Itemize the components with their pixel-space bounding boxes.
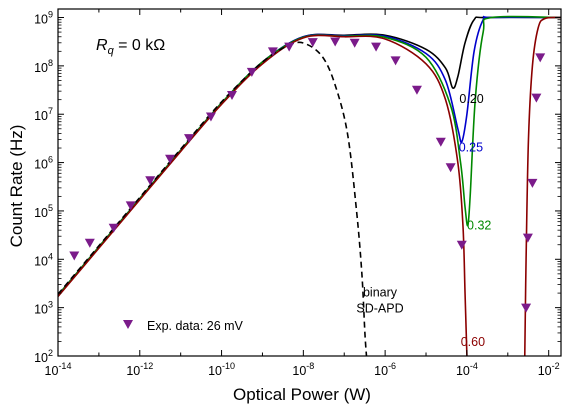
- x-tick-label-0: 10-14: [45, 361, 72, 378]
- exp-data-point-0: [69, 251, 80, 261]
- x-tick-label-1: 10-12: [126, 361, 153, 378]
- series-label-line-0: binary: [363, 286, 398, 300]
- exp-data-point-12: [307, 38, 318, 48]
- x-tick-label-4: 10-6: [374, 361, 396, 378]
- series-label-3: 0.60: [461, 335, 485, 349]
- x-tick-label-5: 10-4: [456, 361, 478, 378]
- legend-label-exp-data: Exp. data: 26 mV: [147, 319, 244, 333]
- exp-data-point-3: [125, 201, 136, 211]
- series-label-2: 0.32: [467, 219, 491, 233]
- exp-data-point-5: [165, 154, 176, 164]
- exp-data-markers: [69, 37, 546, 313]
- series-line-3: [58, 34, 468, 356]
- y-tick-label-5: 107: [34, 106, 53, 123]
- curves-group: [58, 15, 561, 356]
- exp-data-point-19: [445, 163, 456, 173]
- exp-data-point-24: [531, 93, 542, 103]
- series-line-2: [58, 15, 561, 296]
- exp-data-point-20: [456, 240, 467, 250]
- series-line-1: [58, 15, 561, 296]
- exp-data-point-25: [535, 53, 546, 63]
- exp-data-point-1: [84, 238, 95, 248]
- y-tick-label-0: 102: [34, 348, 53, 365]
- legend: Exp. data: 26 mV: [123, 319, 244, 333]
- y-axis-label: Count Rate (Hz): [7, 125, 26, 248]
- exp-data-point-17: [411, 85, 422, 95]
- exp-data-point-9: [246, 67, 257, 77]
- exp-data-point-21: [521, 303, 532, 313]
- legend-marker-exp-data: [123, 320, 133, 329]
- exp-data-point-6: [184, 134, 195, 144]
- series-label-line-1: SD-APD: [356, 302, 403, 316]
- exp-data-point-7: [205, 112, 216, 122]
- x-tick-label-6: 10-2: [538, 361, 560, 378]
- y-tick-label-2: 104: [34, 251, 53, 268]
- exp-data-point-8: [227, 90, 238, 100]
- series-label-4: binary SD-APD: [356, 286, 403, 316]
- rq-subscript: q: [108, 45, 115, 57]
- exp-data-point-10: [267, 47, 278, 57]
- series-label-0: 0.20: [459, 92, 483, 106]
- x-tick-label-2: 10-10: [208, 361, 235, 378]
- exp-data-point-15: [371, 42, 382, 52]
- series-label-1: 0.25: [459, 140, 483, 154]
- exp-data-point-11: [284, 42, 295, 52]
- exp-data-point-16: [390, 56, 401, 66]
- exp-data-point-4: [145, 176, 156, 186]
- rq-symbol: R: [96, 37, 108, 54]
- plot-area: 0.20 0.25 0.32 0.60 binary SD-APD: [58, 15, 561, 356]
- exp-data-point-14: [349, 38, 360, 48]
- exp-data-point-2: [108, 223, 119, 233]
- y-tick-label-4: 106: [34, 155, 53, 172]
- exp-data-point-13: [330, 37, 341, 47]
- exp-data-point-23: [527, 178, 538, 188]
- series-line-0: [58, 16, 561, 296]
- rq-value: = 0 kΩ: [114, 37, 166, 54]
- y-tick-label-6: 108: [34, 58, 53, 75]
- exp-data-point-22: [522, 233, 533, 243]
- exp-data-point-18: [435, 137, 446, 147]
- series-line-3-branch: [523, 16, 561, 356]
- axes: 10-14 10-12 10-10 10-8 10-6 10-4 10-2 102 103 104…: [34, 8, 562, 378]
- rq-annotation: Rq = 0 kΩ: [96, 37, 165, 57]
- y-tick-label-3: 105: [34, 203, 53, 220]
- y-tick-label-1: 103: [34, 300, 53, 317]
- x-axis-label: Optical Power (W): [233, 385, 371, 404]
- x-tick-label-3: 10-8: [292, 361, 314, 378]
- plot-frame: [57, 8, 562, 357]
- series-line-4: [58, 41, 368, 356]
- y-tick-label-7: 109: [34, 10, 53, 27]
